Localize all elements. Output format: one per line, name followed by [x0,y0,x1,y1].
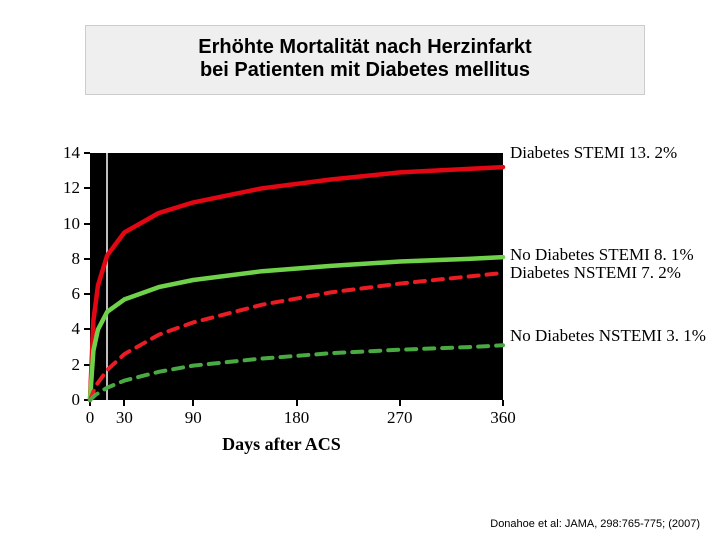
x-tick-label: 270 [387,408,413,428]
y-tick-label: 12 [50,178,80,198]
y-tick-label: 10 [50,214,80,234]
x-tick-mark [399,400,401,406]
y-tick-mark [84,328,90,330]
x-tick-mark [123,400,125,406]
x-tick-mark [296,400,298,406]
x-tick-label: 360 [490,408,516,428]
citation-text: Donahoe et al: JAMA, 298:765-775; (2007) [490,518,700,530]
y-tick-mark [84,258,90,260]
plot-area [90,153,503,400]
y-tick-mark [84,293,90,295]
title-line-2: bei Patienten mit Diabetes mellitus [92,59,638,82]
y-tick-label: 6 [50,284,80,304]
y-tick-label: 8 [50,249,80,269]
reference-vbar [106,153,108,400]
y-tick-mark [84,152,90,154]
x-tick-mark [89,400,91,406]
title-line-1: Erhöhte Mortalität nach Herzinfarkt [92,36,638,59]
y-tick-label: 4 [50,319,80,339]
y-tick-label: 2 [50,355,80,375]
x-tick-label: 180 [284,408,310,428]
mortality-chart: 0 2 4 6 8 10 12 14 0 30 90 180 270 360 Days after ACS D… [45,135,685,465]
x-tick-label: 30 [116,408,133,428]
legend-diabetes_stemi: Diabetes STEMI 13. 2% [510,143,677,163]
x-tick-mark [502,400,504,406]
x-tick-label: 0 [86,408,95,428]
x-tick-mark [192,400,194,406]
y-tick-label: 14 [50,143,80,163]
x-tick-label: 90 [185,408,202,428]
title-box: Erhöhte Mortalität nach Herzinfarkt bei … [85,25,645,95]
y-tick-mark [84,364,90,366]
legend-diabetes_nstemi: Diabetes NSTEMI 7. 2% [510,263,681,283]
legend-no_diabetes_nstemi: No Diabetes NSTEMI 3. 1% [510,326,706,346]
slide: Erhöhte Mortalität nach Herzinfarkt bei … [0,0,720,540]
y-tick-mark [84,187,90,189]
y-tick-mark [84,223,90,225]
x-axis-label: Days after ACS [222,434,341,455]
y-tick-label: 0 [50,390,80,410]
